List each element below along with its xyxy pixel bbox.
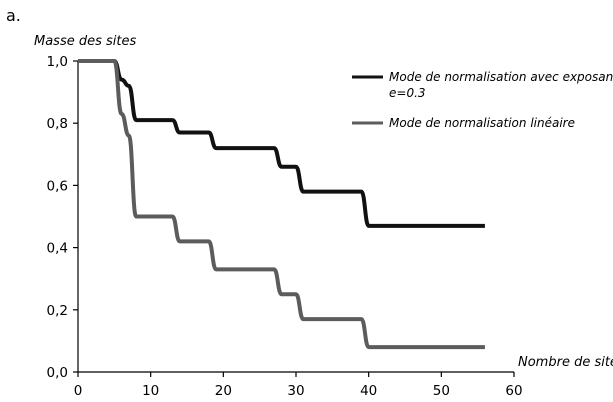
y-tick-label: 0,8 — [47, 116, 68, 132]
series-line-2 — [78, 59, 485, 350]
legend-label-1: e=0.3 — [389, 86, 426, 100]
y-axis-ticks: 0,0 0,2 0,4 0,6 0,8 1,0 — [47, 54, 78, 381]
x-tick-label: 40 — [360, 383, 377, 399]
x-tick-label: 50 — [433, 383, 450, 399]
legend-label-1: Mode de normalisation avec exposant — [389, 70, 613, 84]
y-tick-label: 0,4 — [47, 241, 68, 257]
legend: Mode de normalisation avec exposant e=0.3… — [352, 70, 613, 130]
y-axis-title: Masse des sites — [34, 34, 136, 49]
panel-label: a. — [6, 6, 21, 25]
series-line-1 — [78, 59, 485, 228]
legend-label-2: Mode de normalisation linéaire — [389, 116, 575, 130]
x-axis-title: Nombre de sites — [518, 355, 613, 370]
x-tick-label: 30 — [287, 383, 304, 399]
x-axis-ticks: 0 10 20 30 40 50 60 — [74, 372, 523, 399]
x-tick-label: 0 — [74, 383, 83, 399]
y-tick-label: 0,2 — [47, 303, 68, 319]
series-lines — [78, 59, 485, 350]
y-tick-label: 1,0 — [47, 54, 68, 70]
x-tick-label: 60 — [505, 383, 522, 399]
y-tick-label: 0,0 — [47, 365, 68, 381]
y-tick-label: 0,6 — [47, 178, 68, 194]
x-tick-label: 20 — [215, 383, 232, 399]
x-tick-label: 10 — [142, 383, 159, 399]
